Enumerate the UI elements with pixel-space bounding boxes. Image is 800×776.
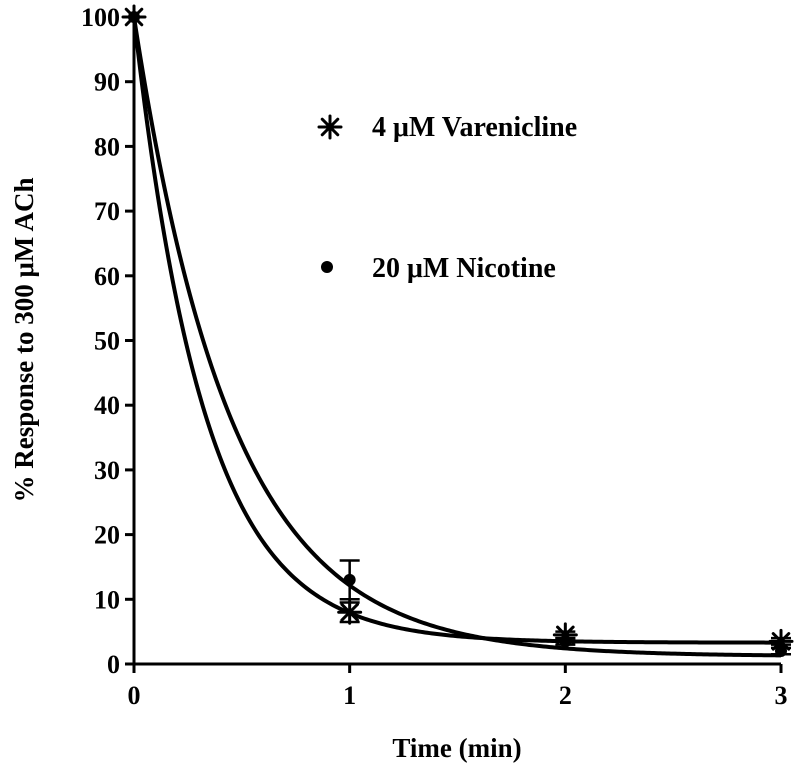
fit-curve-series-1 — [132, 16, 782, 658]
data-point-nicotine — [559, 635, 572, 648]
y-tick-label: 10 — [94, 585, 120, 614]
x-ticks: 0 1 2 3 — [128, 664, 788, 710]
y-tick-label: 30 — [94, 456, 120, 485]
y-tick-label: 90 — [94, 68, 120, 97]
legend-asterisk-icon — [317, 114, 343, 140]
x-axis-title: Time (min) — [392, 733, 521, 763]
x-tick-label: 2 — [559, 681, 572, 710]
data-point-nicotine — [128, 11, 140, 23]
y-tick-label: 20 — [94, 521, 120, 550]
data-markers — [121, 4, 794, 658]
legend-marker-varenicline — [317, 114, 343, 140]
y-tick-label: 70 — [94, 197, 120, 226]
x-tick-label: 3 — [775, 681, 788, 710]
y-tick-label: 60 — [94, 262, 120, 291]
legend-marker-nicotine — [321, 261, 333, 273]
y-axis-title: % Response to 300 μM ACh — [9, 177, 39, 502]
y-tick-label: 80 — [94, 132, 120, 161]
data-point-varenicline — [337, 599, 363, 625]
x-tick-label: 0 — [128, 681, 141, 710]
data-point-nicotine — [343, 573, 356, 586]
y-tick-label: 100 — [81, 3, 120, 32]
fit-curve-series-0 — [132, 16, 781, 645]
legend: 4 μM Varenicline 20 μM Nicotine — [317, 112, 577, 284]
y-tick-label: 50 — [94, 327, 120, 356]
data-point-nicotine — [775, 645, 787, 658]
y-ticks: 0 10 20 30 40 50 60 70 80 90 100 — [81, 3, 134, 679]
fit-curves — [132, 16, 782, 658]
legend-label-varenicline: 4 μM Varenicline — [372, 112, 577, 143]
legend-label-nicotine: 20 μM Nicotine — [372, 253, 556, 284]
y-tick-label: 40 — [94, 391, 120, 420]
y-tick-label: 0 — [107, 650, 120, 679]
x-tick-label: 1 — [343, 681, 356, 710]
